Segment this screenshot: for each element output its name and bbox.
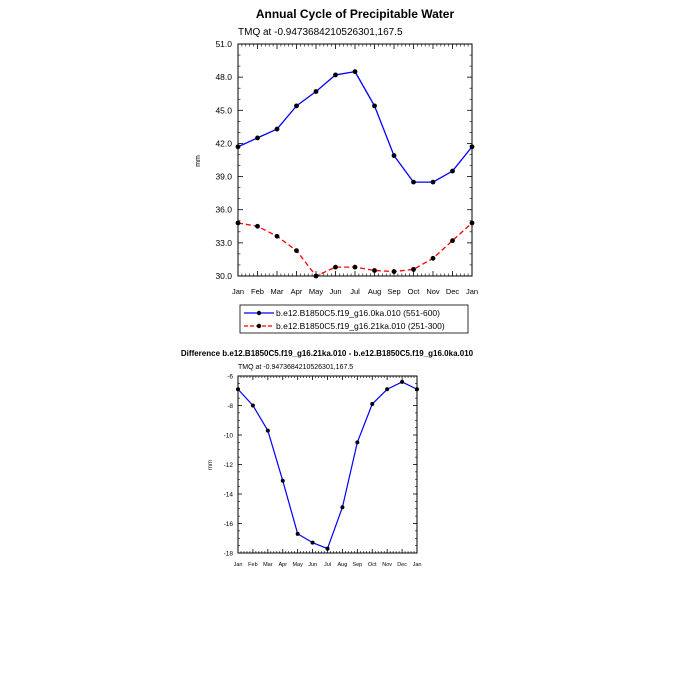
chart1-series-2-point bbox=[430, 255, 436, 261]
chart2-y-tick-label: -6 bbox=[227, 373, 233, 380]
chart2-series-1-point bbox=[265, 428, 270, 433]
chart1-y-tick-label: 45.0 bbox=[215, 105, 232, 115]
chart1-x-tick-label: Sep bbox=[387, 287, 400, 296]
chart2-subtitle: TMQ at -0.9473684210526301,167.5 bbox=[238, 364, 353, 371]
chart2-x-tick-label: Jan bbox=[413, 562, 422, 568]
chart1-x-tick-label: Jan bbox=[466, 287, 478, 296]
chart2-series-1-point bbox=[400, 379, 405, 384]
chart1-x-tick-label: Nov bbox=[426, 287, 440, 296]
chart1-series-2-point bbox=[294, 248, 299, 253]
chart2-series-1-point bbox=[236, 387, 240, 392]
chart2-y-tick-label: -10 bbox=[224, 432, 234, 439]
chart1-series-1-point bbox=[469, 144, 475, 150]
chart1-series-1-point bbox=[235, 144, 241, 150]
chart2-x-tick-label: Jun bbox=[308, 562, 317, 568]
chart1-y-tick-label: 39.0 bbox=[215, 172, 232, 182]
chart1-y-tick-label: 51.0 bbox=[215, 39, 232, 49]
chart2-y-tick-label: -14 bbox=[224, 491, 234, 498]
chart1-y-tick-label: 42.0 bbox=[215, 138, 232, 148]
chart2-series-1-point bbox=[340, 505, 345, 510]
chart1-plot-frame bbox=[237, 43, 473, 277]
chart1-series-2-point bbox=[255, 223, 260, 229]
chart2-series-1-line bbox=[237, 381, 418, 550]
chart1-series-2-point bbox=[274, 233, 280, 239]
chart2-x-tick-label: Jan bbox=[234, 562, 243, 568]
chart1-y-tick-label: 48.0 bbox=[215, 72, 232, 82]
legend-label-series-2: b.e12.B1850C5.f19_g16.21ka.010 (251-300) bbox=[276, 321, 445, 331]
chart2-y-tick-label: -12 bbox=[224, 462, 234, 469]
chart1-x-tick-label: Jul bbox=[350, 287, 360, 296]
chart2-x-tick-label: Sep bbox=[352, 562, 362, 568]
chart2-x-tick-label: Jul bbox=[324, 562, 331, 568]
chart1-series-2-point bbox=[333, 264, 338, 270]
chart2-x-tick-label: Nov bbox=[382, 562, 392, 568]
chart1-x-tick-label: Aug bbox=[368, 287, 381, 296]
legend-box bbox=[239, 304, 469, 334]
chart1-x-tick-label: Dec bbox=[446, 287, 460, 296]
chart2-series-1-point bbox=[355, 440, 360, 445]
chart2-series-1-point bbox=[280, 478, 285, 483]
chart1-series-1-point bbox=[352, 69, 358, 75]
chart1-series-1-point bbox=[411, 179, 416, 185]
chart1-x-tick-label: Mar bbox=[271, 287, 284, 296]
chart2-title: Difference b.e12.B1850C5.f19_g16.21ka.01… bbox=[181, 349, 474, 358]
legend-label-series-1: b.e12.B1850C5.f19_g16.0ka.010 (551-600) bbox=[276, 308, 440, 318]
chart2-series-1-point bbox=[385, 387, 390, 392]
chart1-series-1-line bbox=[237, 70, 473, 183]
chart1-x-tick-label: Feb bbox=[251, 287, 264, 296]
chart1-series-1-point bbox=[313, 89, 319, 94]
chart2-x-tick-label: Mar bbox=[263, 562, 273, 568]
chart1-series-1-point bbox=[294, 103, 299, 109]
chart1-y-tick-label: 36.0 bbox=[215, 205, 232, 215]
chart2-y-axis-label: mm bbox=[208, 460, 214, 470]
chart1-series-2-point bbox=[352, 264, 358, 270]
chart1-series-2-point bbox=[391, 269, 397, 274]
chart1-subtitle: TMQ at -0.9473684210526301,167.5 bbox=[238, 27, 403, 38]
chart2-series-1-point bbox=[370, 402, 375, 407]
chart1-y-tick-label: 30.0 bbox=[215, 271, 232, 281]
chart1-y-tick-label: 33.0 bbox=[215, 238, 232, 248]
chart2-x-tick-label: Apr bbox=[278, 562, 287, 568]
chart1-series-2-point bbox=[450, 238, 455, 244]
chart1-series-1-point bbox=[255, 135, 260, 141]
chart2-x-tick-label: May bbox=[292, 562, 303, 568]
chart1-series-2-point bbox=[411, 266, 416, 272]
chart1-x-tick-label: Apr bbox=[291, 287, 303, 296]
chart2-series-1-point bbox=[295, 531, 300, 536]
legend-marker-series-2 bbox=[256, 323, 262, 329]
chart1-series-1-point bbox=[430, 179, 436, 185]
chart2-x-tick-label: Dec bbox=[397, 562, 407, 568]
chart1-series-2-point bbox=[235, 220, 241, 226]
chart2-y-tick-label: -18 bbox=[224, 550, 234, 557]
chart2-plot: Jan Feb Mar Apr May Jun Jul Aug Sep Oct Nov Dec Jan-… bbox=[224, 373, 422, 568]
chart2-series-1-point bbox=[250, 403, 255, 408]
chart2-x-tick-label: Oct bbox=[368, 562, 377, 568]
chart2-series-1-point bbox=[415, 387, 419, 392]
legend-marker-series-1 bbox=[256, 310, 262, 316]
chart1-series-2-point bbox=[372, 268, 377, 273]
chart1-x-tick-label: Oct bbox=[408, 287, 421, 296]
chart1-series-1-point bbox=[274, 126, 280, 132]
chart2-x-tick-label: Aug bbox=[338, 562, 348, 568]
chart1-legend: b.e12.B1850C5.f19_g16.0ka.010 (551-600) … bbox=[239, 304, 469, 334]
chart1-series-1-point bbox=[372, 103, 377, 109]
chart2-y-tick-label: -8 bbox=[227, 403, 233, 410]
chart2-x-tick-label: Feb bbox=[248, 562, 257, 568]
chart1-series-1-point bbox=[333, 72, 338, 78]
chart1-plot: Jan Feb Mar Apr May Jun Jul Aug Sep Oct Nov Dec Jan3… bbox=[215, 39, 478, 296]
chart2-series-1-point bbox=[310, 540, 315, 545]
chart1-x-tick-label: Jan bbox=[232, 287, 244, 296]
chart1-title: Annual Cycle of Precipitable Water bbox=[256, 7, 455, 21]
chart2-y-tick-label: -16 bbox=[224, 521, 234, 528]
chart1-x-tick-label: Jun bbox=[329, 287, 341, 296]
chart1-series-2-point bbox=[469, 220, 475, 226]
chart1-series-2-point bbox=[313, 273, 319, 279]
chart1-series-1-point bbox=[450, 168, 455, 174]
chart2-plot-frame bbox=[237, 375, 418, 554]
chart1-x-tick-label: May bbox=[309, 287, 323, 296]
chart2-series-1-point bbox=[325, 546, 330, 551]
chart1-y-axis-label: mm bbox=[195, 155, 202, 167]
chart1-series-1-point bbox=[391, 153, 397, 158]
